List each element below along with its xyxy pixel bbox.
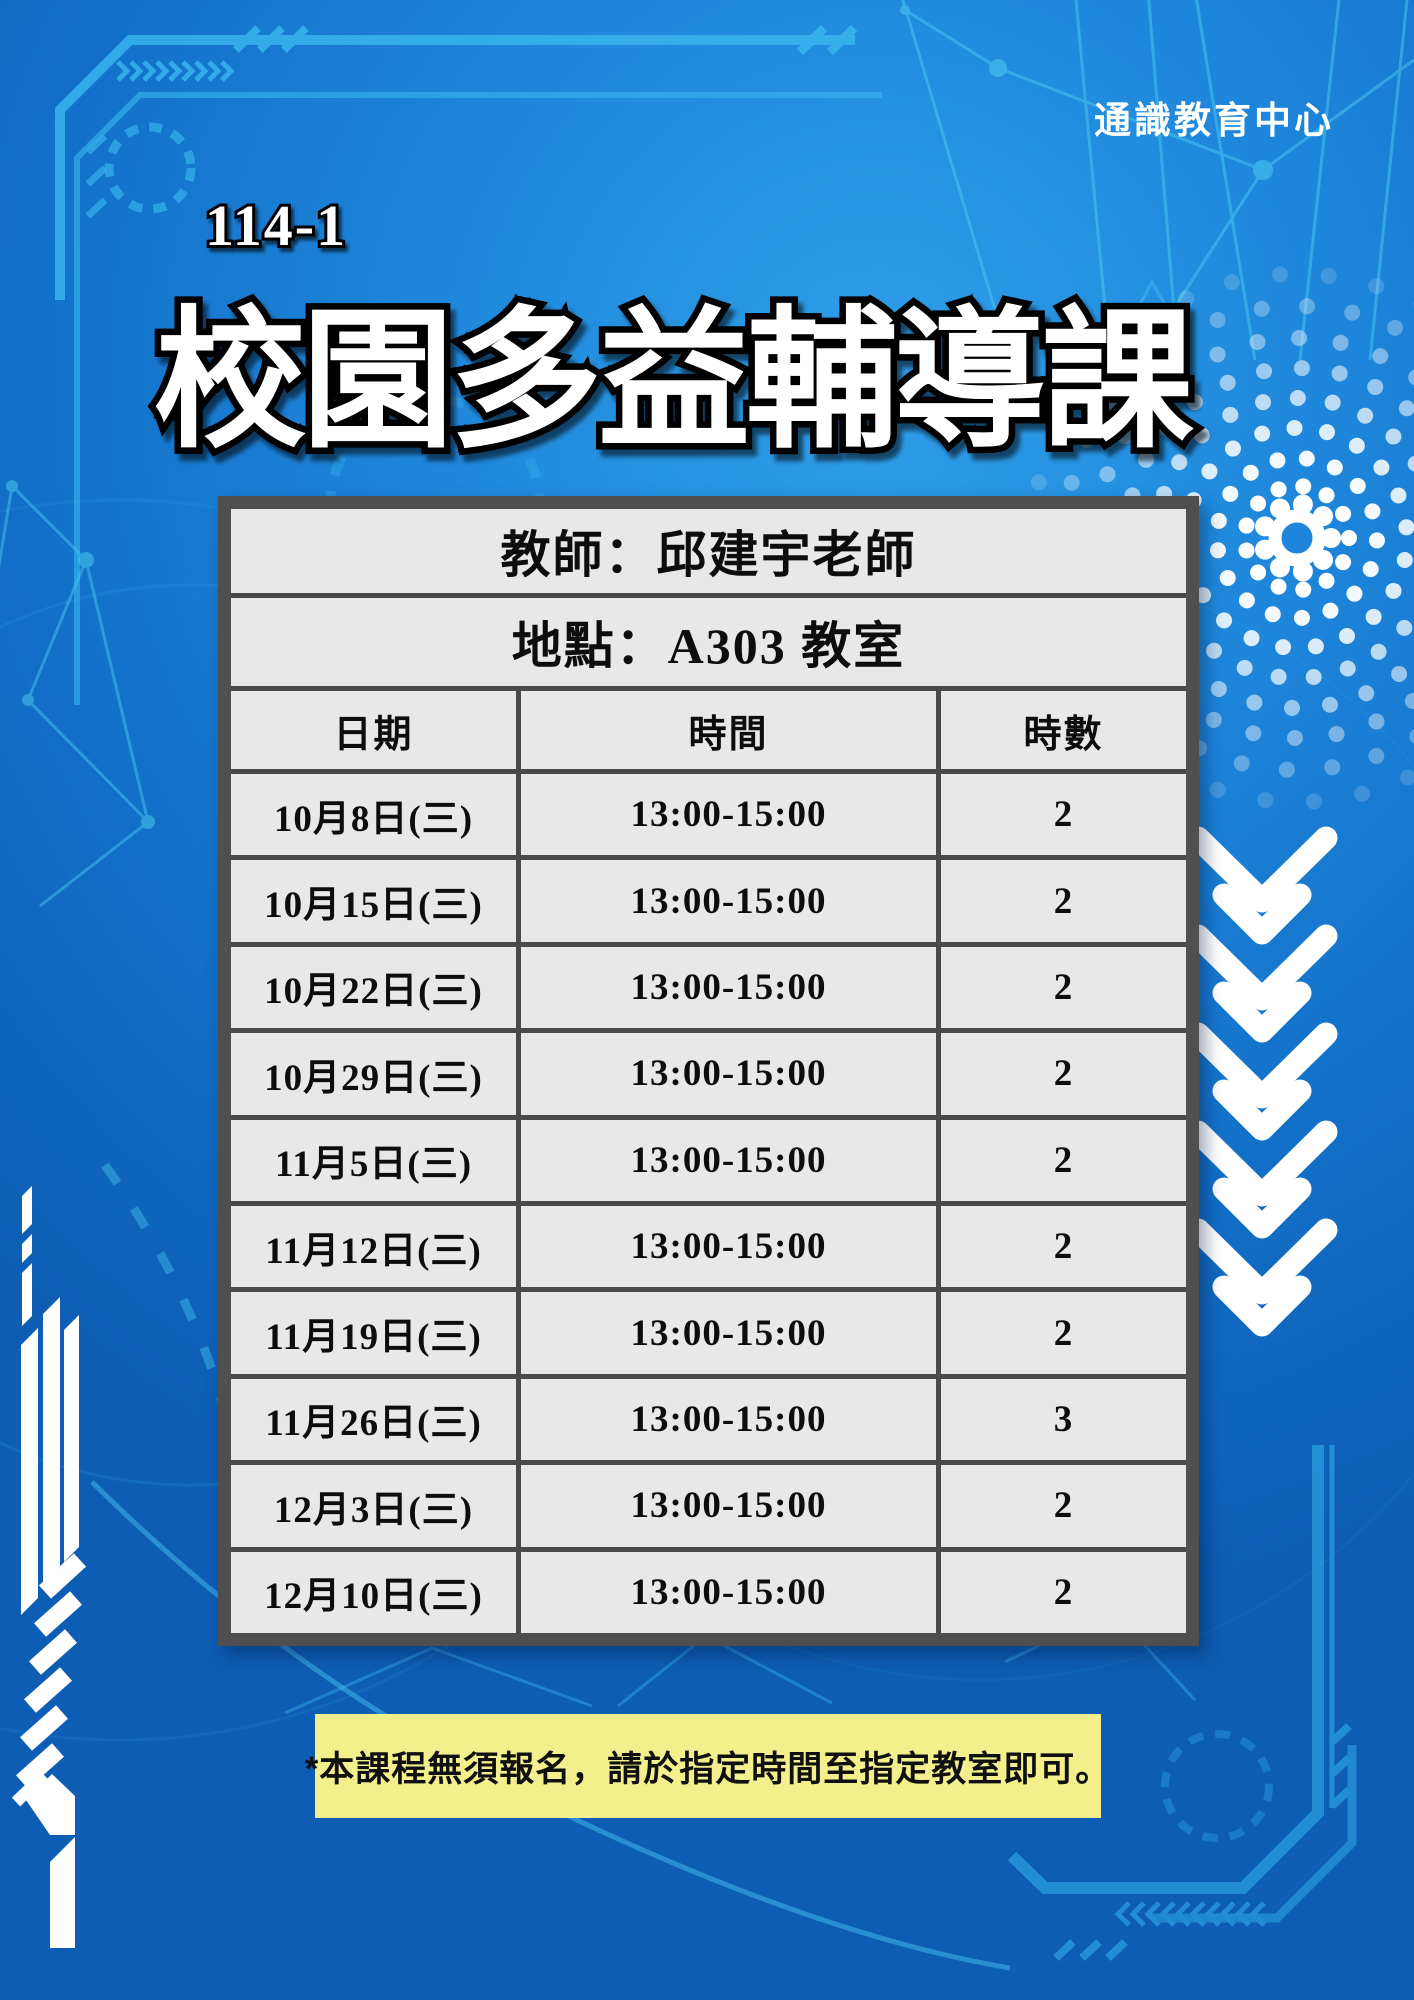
hours-cell: 2 bbox=[941, 1551, 1186, 1633]
header-hours: 時數 bbox=[941, 691, 1186, 769]
chevron-arrows-right bbox=[1186, 826, 1338, 1337]
hours-cell: 2 bbox=[941, 1292, 1186, 1374]
stripes-bottomleft bbox=[11, 1186, 87, 1948]
hours-cell: 3 bbox=[941, 1378, 1186, 1461]
time-cell: 13:00-15:00 bbox=[521, 860, 936, 942]
note-text: *本課程無須報名，請於指定時間至指定教室即可。 bbox=[304, 1749, 1112, 1789]
time-cell: 13:00-15:00 bbox=[521, 774, 936, 856]
hours-cell: 2 bbox=[941, 1465, 1186, 1547]
hours-cell: 2 bbox=[941, 774, 1186, 856]
date-cell: 11月19日(三) bbox=[231, 1292, 516, 1374]
time-cell: 13:00-15:00 bbox=[521, 1292, 936, 1374]
date-cell: 10月15日(三) bbox=[231, 860, 516, 942]
chevron-row-bottomright bbox=[1114, 1901, 1266, 1927]
hours-cell: 2 bbox=[941, 946, 1186, 1029]
teacher-row: 教師：邱建宇老師 bbox=[231, 509, 1186, 593]
hours-cell: 2 bbox=[941, 1119, 1186, 1201]
date-cell: 11月12日(三) bbox=[231, 1206, 516, 1288]
date-cell: 10月8日(三) bbox=[231, 774, 516, 856]
date-cell: 12月3日(三) bbox=[231, 1465, 516, 1547]
location-row: 地點：A303 教室 bbox=[231, 598, 1186, 686]
date-cell: 11月5日(三) bbox=[231, 1119, 516, 1201]
semester-code: 114-1 bbox=[205, 193, 347, 258]
date-cell: 11月26日(三) bbox=[231, 1378, 516, 1461]
header-date: 日期 bbox=[231, 691, 516, 769]
hours-cell: 2 bbox=[941, 860, 1186, 942]
schedule-grid: 教師：邱建宇老師 地點：A303 教室 日期 時間 時數 10月8日(三) 13… bbox=[231, 509, 1186, 1633]
network-mesh-left bbox=[0, 480, 155, 908]
poster-title: 校園多益輔導課 bbox=[154, 296, 1194, 466]
time-cell: 13:00-15:00 bbox=[521, 946, 936, 1029]
chevron-row-topleft bbox=[116, 60, 235, 82]
header-time: 時間 bbox=[521, 691, 936, 769]
date-cell: 10月29日(三) bbox=[231, 1033, 516, 1115]
hours-cell: 2 bbox=[941, 1033, 1186, 1115]
hours-cell: 2 bbox=[941, 1206, 1186, 1288]
schedule-table: 教師：邱建宇老師 地點：A303 教室 日期 時間 時數 10月8日(三) 13… bbox=[218, 496, 1199, 1646]
time-cell: 13:00-15:00 bbox=[521, 1119, 936, 1201]
time-cell: 13:00-15:00 bbox=[521, 1033, 936, 1115]
time-cell: 13:00-15:00 bbox=[521, 1551, 936, 1633]
network-mesh-top bbox=[900, 0, 1414, 361]
date-cell: 10月22日(三) bbox=[231, 946, 516, 1029]
org-label: 通識教育中心 bbox=[1094, 101, 1334, 142]
note-box: *本課程無須報名，請於指定時間至指定教室即可。 bbox=[305, 1714, 1110, 1818]
time-cell: 13:00-15:00 bbox=[521, 1465, 936, 1547]
time-cell: 13:00-15:00 bbox=[521, 1206, 936, 1288]
date-cell: 12月10日(三) bbox=[231, 1551, 516, 1633]
time-cell: 13:00-15:00 bbox=[521, 1378, 936, 1461]
